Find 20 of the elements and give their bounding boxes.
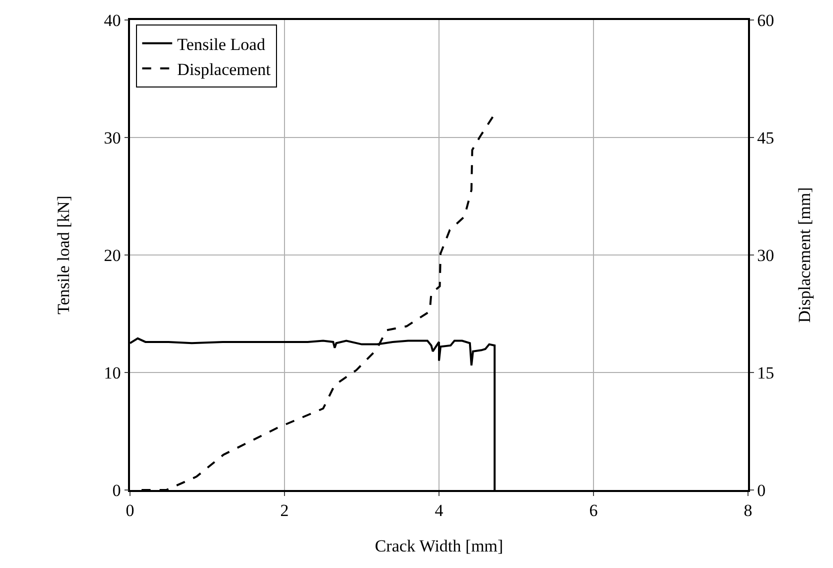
y-tick-label: 10 — [104, 363, 121, 382]
y-axis-title: Tensile load [kN] — [54, 196, 73, 314]
legend-label: Tensile Load — [177, 34, 266, 54]
x-tick-label: 6 — [589, 501, 598, 520]
legend-label: Displacement — [177, 60, 271, 79]
y2-tick-label: 45 — [757, 128, 774, 148]
y2-tick-label: 0 — [757, 480, 766, 500]
x-tick-label: 8 — [744, 501, 752, 520]
y2-tick-label: 60 — [757, 10, 774, 30]
x-tick-label: 4 — [434, 501, 444, 520]
y2-tick-label: 30 — [757, 246, 774, 265]
y-tick-label: 0 — [112, 480, 121, 500]
y-tick-label: 20 — [104, 246, 121, 265]
x-axis-title: Crack Width [mm] — [374, 536, 504, 556]
y2-tick-label: 15 — [757, 363, 774, 382]
x-tick-label: 2 — [280, 501, 289, 520]
y2-axis-title: Displacement [mm] — [795, 187, 814, 323]
y-tick-label: 40 — [104, 10, 121, 30]
x-tick-label: 0 — [126, 501, 134, 520]
y-tick-label: 30 — [104, 128, 121, 148]
